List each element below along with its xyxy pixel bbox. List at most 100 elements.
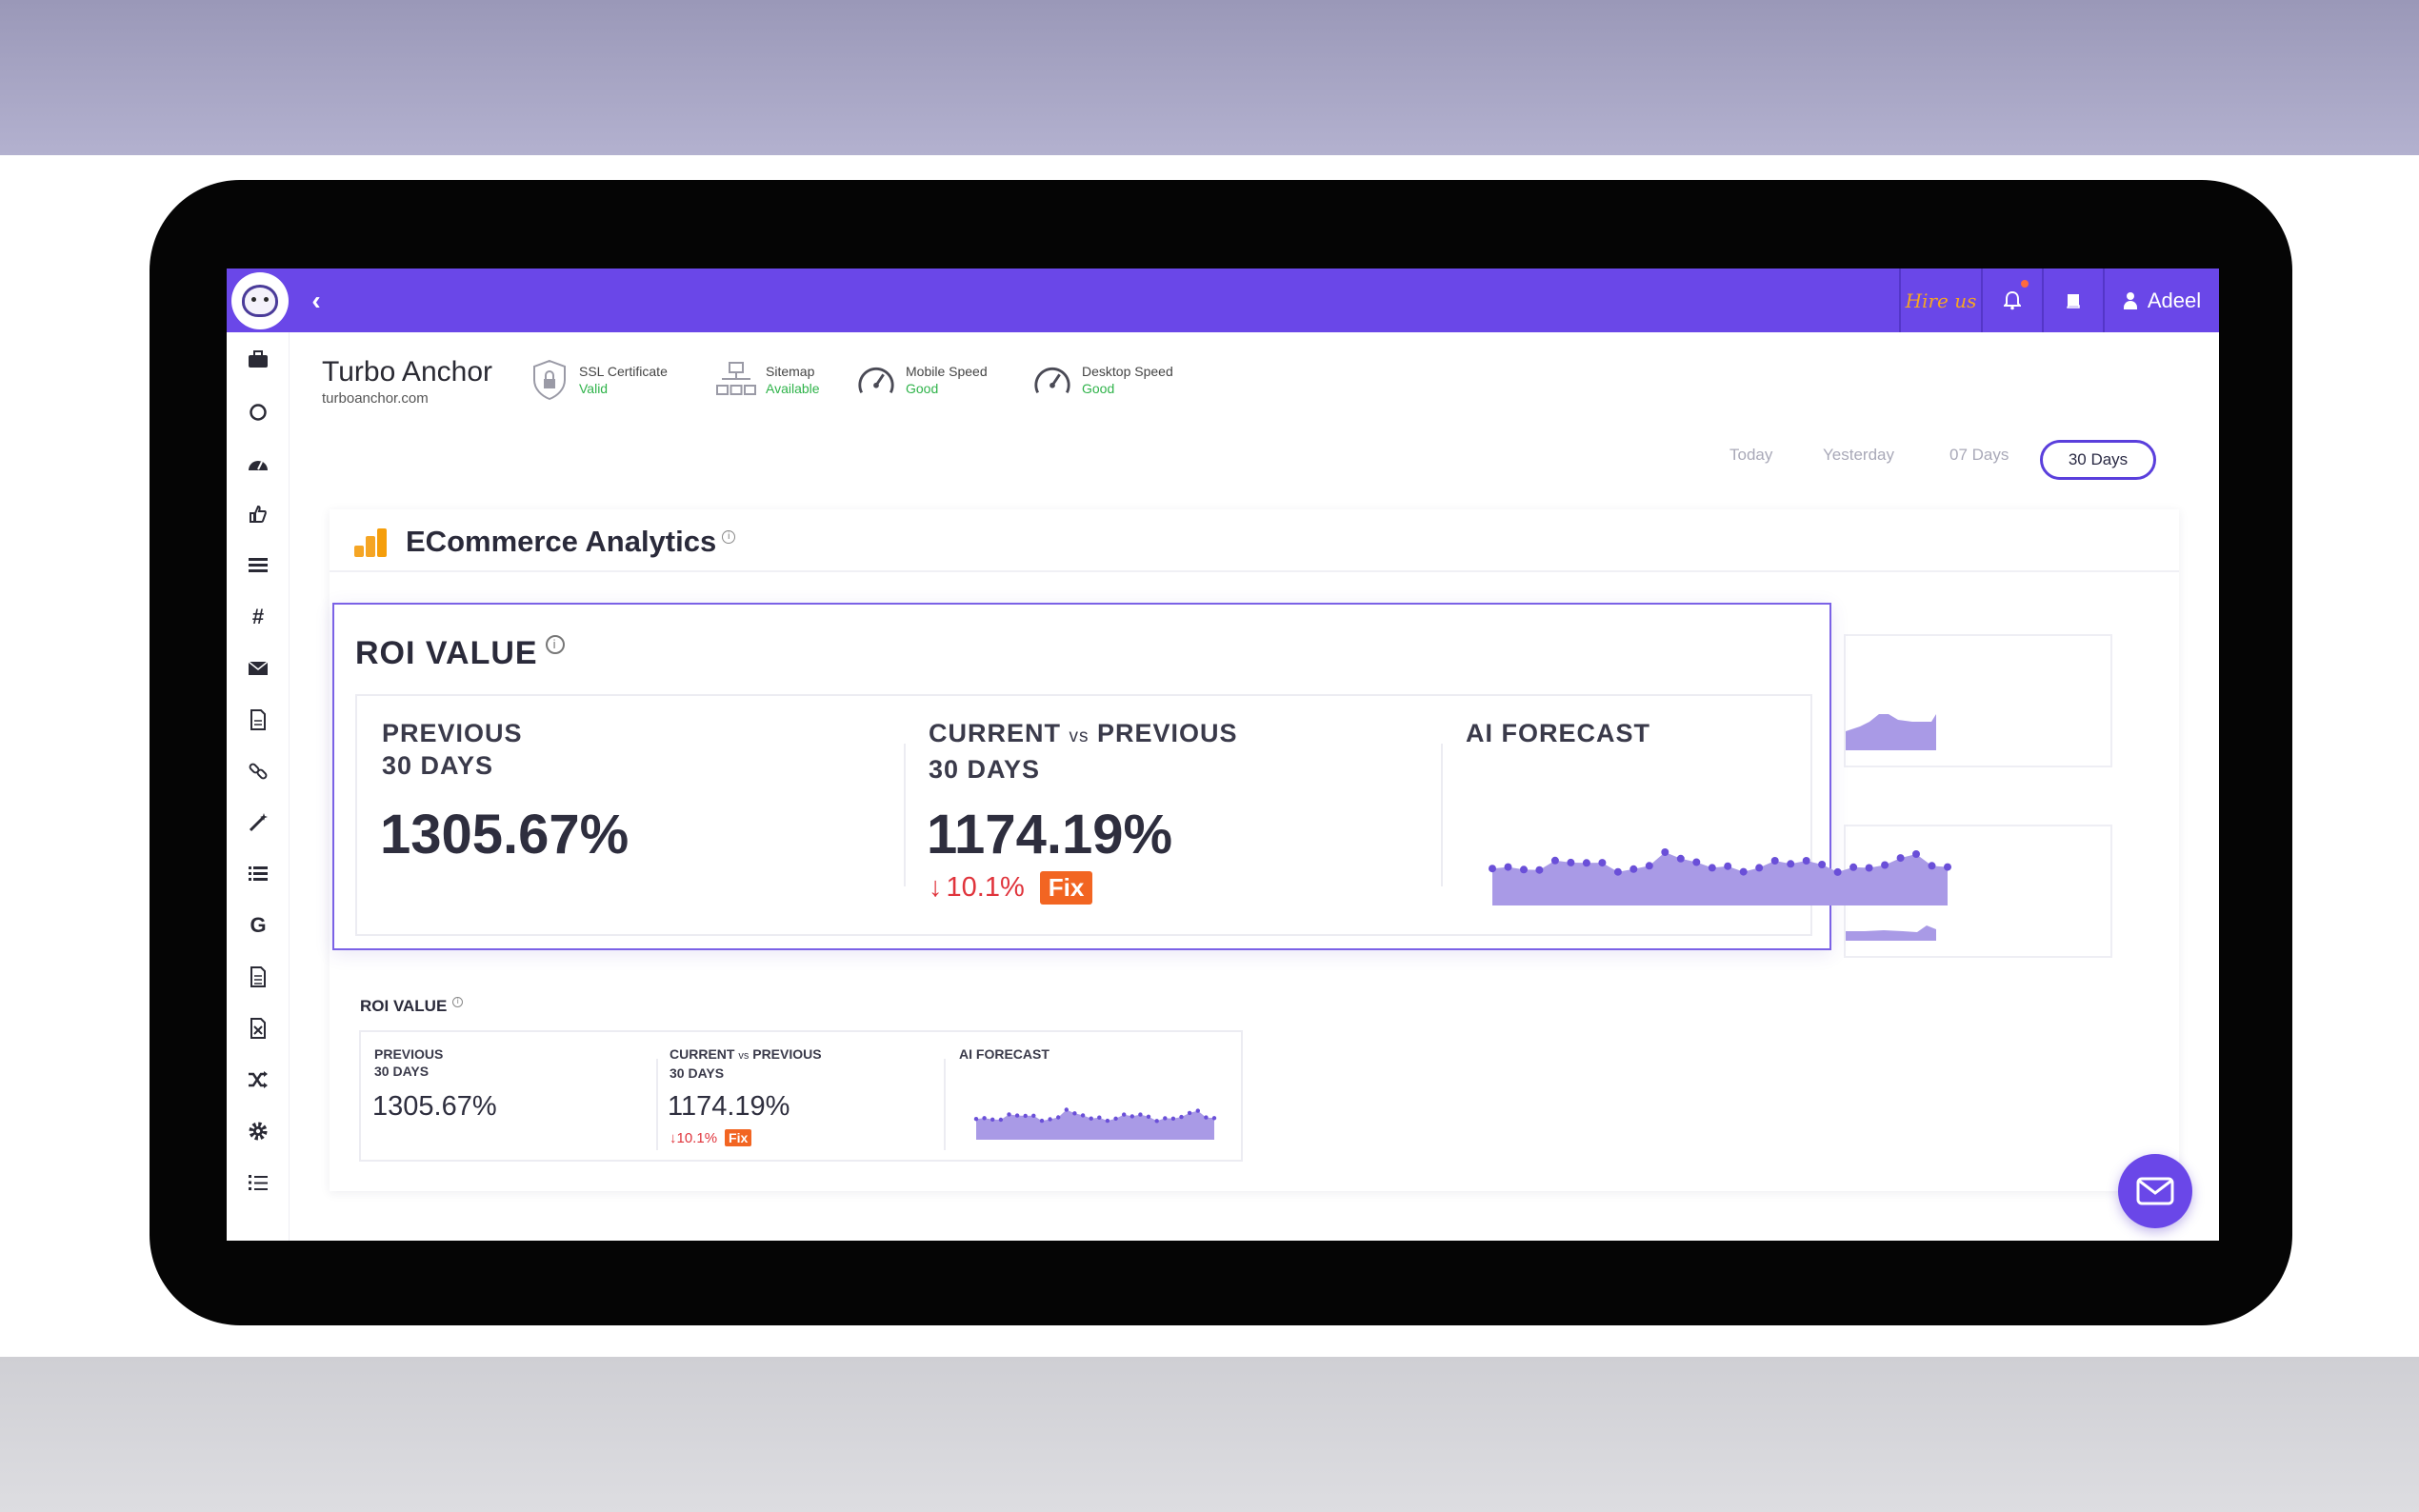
filter-today[interactable]: Today xyxy=(1729,446,1773,464)
top-bar-actions: Hire us Adeel xyxy=(1899,269,2219,332)
google-icon: G xyxy=(250,913,267,937)
forecast-point xyxy=(1170,1116,1176,1121)
sidebar-item-hashtag[interactable]: # xyxy=(244,603,272,631)
forecast-point xyxy=(1113,1116,1118,1121)
sidebar-item-likes[interactable] xyxy=(244,500,272,528)
sidebar-item-briefcase[interactable] xyxy=(244,346,272,374)
google-analytics-icon xyxy=(354,528,387,557)
sidebar-item-google[interactable]: G xyxy=(244,911,272,940)
top-bar: ‹ Hire us Adeel xyxy=(227,269,2219,332)
forecast-point xyxy=(1629,865,1638,873)
thumbs-up-icon xyxy=(250,505,267,523)
forecast-point xyxy=(1072,1111,1077,1116)
current-label-line2: 30 DAYS xyxy=(929,755,1041,784)
column-divider xyxy=(656,1059,658,1150)
site-title: Turbo Anchor xyxy=(322,356,492,388)
filter-yesterday[interactable]: Yesterday xyxy=(1823,446,1894,464)
sidebar-item-settings[interactable] xyxy=(244,1117,272,1145)
sidebar-item-excel[interactable] xyxy=(244,1014,272,1043)
forecast-point xyxy=(1504,863,1512,871)
background-top-band xyxy=(0,0,2419,155)
filter-7-days[interactable]: 07 Days xyxy=(1949,446,2009,464)
hashtag-icon: # xyxy=(251,605,265,628)
sidebar: # G xyxy=(227,332,290,1241)
current-label-a: CURRENT xyxy=(929,719,1070,747)
document-icon xyxy=(250,966,266,987)
envelope-icon xyxy=(2136,1177,2174,1205)
roi-small-fix-button[interactable]: Fix xyxy=(725,1129,752,1146)
sidebar-item-dashboard[interactable] xyxy=(244,449,272,478)
arrow-down-icon: ↓ xyxy=(670,1129,677,1146)
sidebar-item-ordered-list[interactable] xyxy=(244,1168,272,1197)
info-icon[interactable]: i xyxy=(545,635,565,654)
magic-wand-icon xyxy=(249,813,268,832)
sidebar-item-magic[interactable] xyxy=(244,808,272,837)
site-url[interactable]: turboanchor.com xyxy=(322,390,429,407)
book-icon xyxy=(2067,293,2080,308)
filter-30-days[interactable]: 30 Days xyxy=(2040,440,2156,480)
notification-dot xyxy=(2021,280,2029,288)
forecast-point xyxy=(1048,1117,1052,1122)
sidebar-item-circle[interactable] xyxy=(244,398,272,427)
ordered-list-icon xyxy=(249,1175,268,1190)
speedometer-icon xyxy=(1032,360,1072,400)
roi-small-panel: PREVIOUS 30 DAYS 1305.67% CURRENT vs PRE… xyxy=(359,1030,1243,1162)
forecast-point xyxy=(1163,1116,1168,1121)
info-icon[interactable]: i xyxy=(452,997,464,1007)
sidebar-item-file[interactable] xyxy=(244,706,272,734)
hire-us-button[interactable]: Hire us xyxy=(1899,269,1981,332)
forecast-point xyxy=(1598,859,1607,867)
forecast-point xyxy=(1645,862,1653,870)
forecast-point xyxy=(1849,863,1858,871)
user-name: Adeel xyxy=(2147,288,2202,312)
card-title-text: ECommerce Analytics xyxy=(406,525,717,558)
previous-label-line1: PREVIOUS xyxy=(382,719,523,747)
desktop-speed-status: Desktop Speed Good xyxy=(1032,356,1173,404)
forecast-point xyxy=(1138,1112,1143,1117)
forecast-point xyxy=(1613,867,1622,876)
sidebar-item-email[interactable] xyxy=(244,654,272,683)
info-icon[interactable]: i xyxy=(722,530,736,544)
forecast-point xyxy=(1031,1113,1036,1118)
message-fab-button[interactable] xyxy=(2118,1154,2192,1228)
sidebar-item-list-lines[interactable] xyxy=(244,860,272,888)
forecast-point xyxy=(998,1117,1004,1123)
sitemap-value: Available xyxy=(766,381,820,396)
mobile-speed-label: Mobile Speed xyxy=(906,364,988,379)
roi-small-previous-label: PREVIOUS 30 DAYS xyxy=(374,1045,443,1080)
forecast-point xyxy=(1064,1107,1069,1112)
sidebar-item-shuffle[interactable] xyxy=(244,1065,272,1094)
briefcase-icon xyxy=(249,350,268,368)
forecast-point xyxy=(1567,858,1575,866)
app-logo[interactable] xyxy=(231,272,289,329)
docs-button[interactable] xyxy=(2042,269,2103,332)
forecast-point xyxy=(1708,864,1716,872)
previous-label-line2: 30 DAYS xyxy=(382,751,494,780)
forecast-point xyxy=(1179,1114,1184,1120)
forecast-point xyxy=(1802,857,1810,865)
background-forecast-sparkline-2 xyxy=(1846,925,1936,941)
forecast-point xyxy=(1787,860,1795,868)
forecast-point xyxy=(1520,865,1528,874)
current-label-b: PREVIOUS xyxy=(1089,719,1238,747)
notifications-button[interactable] xyxy=(1981,269,2042,332)
forecast-point xyxy=(1582,859,1590,867)
speedometer-icon xyxy=(856,360,896,400)
roi-small-previous-label-line2: 30 DAYS xyxy=(374,1064,430,1079)
sidebar-item-links[interactable] xyxy=(244,757,272,786)
fix-button[interactable]: Fix xyxy=(1039,871,1093,905)
collapse-sidebar-button[interactable]: ‹ xyxy=(303,282,330,320)
sidebar-item-list[interactable] xyxy=(244,551,272,580)
roi-small-forecast-label: AI FORECAST xyxy=(959,1046,1050,1062)
list-lines-icon xyxy=(249,866,268,881)
list-icon xyxy=(249,558,268,572)
forecast-point xyxy=(1211,1116,1217,1121)
user-icon xyxy=(2123,291,2138,309)
sidebar-item-document[interactable] xyxy=(244,963,272,991)
user-menu-button[interactable]: Adeel xyxy=(2103,269,2219,332)
card-title: ECommerce Analytics i xyxy=(406,525,736,559)
shield-lock-icon xyxy=(530,359,570,401)
forecast-point xyxy=(1122,1112,1127,1117)
roi-small-title-text: ROI VALUE xyxy=(360,997,448,1015)
forecast-point xyxy=(973,1117,979,1122)
